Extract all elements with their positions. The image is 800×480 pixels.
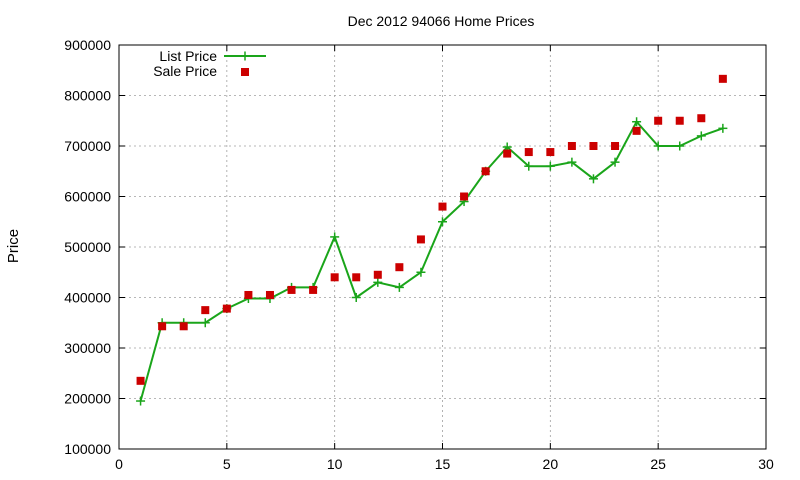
list-price-point [588,174,598,184]
sale-price-point [524,148,533,157]
list-price-point [653,141,663,151]
sale-price-point [265,290,274,299]
x-tick-label: 20 [543,456,559,472]
sale-price-point [201,306,210,315]
legend-sale-price-marker [241,68,249,76]
sale-price-point [654,116,663,125]
list-price-point [718,123,728,133]
sale-price-point [136,376,145,385]
sale-price-point [503,149,512,158]
x-tick-label: 10 [327,456,343,472]
y-tick-label: 200000 [64,391,111,407]
legend-list-price-marker [240,51,250,61]
sale-price-point [481,167,490,176]
sale-price-point [309,285,318,294]
y-tick-label: 700000 [64,138,111,154]
sale-price-point [373,270,382,279]
sale-price-point [697,114,706,123]
sale-price-point [222,304,231,313]
x-tick-label: 30 [758,456,774,472]
sale-price-point [675,116,684,125]
chart-title: Dec 2012 94066 Home Prices [348,13,535,29]
sale-price-point [179,322,188,331]
sale-price-point [438,202,447,211]
x-tick-label: 0 [115,456,123,472]
list-price-point [675,141,685,151]
list-price-point [373,277,383,287]
list-price-point [416,267,426,277]
list-price-line [139,120,724,402]
y-tick-label: 900000 [64,37,111,53]
y-tick-label: 500000 [64,239,111,255]
plot-frame [118,44,767,450]
x-tick-label: 15 [435,456,451,472]
list-price-point [351,293,361,302]
y-tick-label: 400000 [64,290,111,306]
list-price-point [200,318,210,328]
list-price-point [394,282,404,292]
sale-price-point [567,142,576,150]
list-price-point [545,161,555,171]
sale-price-point [352,273,361,282]
sale-price-point [416,235,425,244]
y-tick-label: 600000 [64,189,111,205]
legend-label-list-price: List Price [159,48,217,64]
legend: List Price Sale Price [153,48,266,79]
sale-price-point [632,126,641,135]
legend-label-sale-price: Sale Price [153,63,217,79]
y-tick-label: 300000 [64,340,111,356]
list-price-point [567,157,577,167]
sale-price-point [330,273,339,282]
sale-price-point [158,322,167,331]
sale-price-point [395,263,404,272]
list-price-point [696,131,706,141]
list-price-point [438,217,447,227]
sale-price-point [287,285,296,294]
legend-symbol-sale-price [241,68,249,76]
sale-price-point [244,290,253,299]
sale-price-point [546,148,555,157]
list-price-point [136,396,146,406]
list-price-point [330,232,340,242]
list-price-point [610,157,620,167]
legend-symbol-list-price [224,51,266,61]
list-price-point [632,117,642,127]
list-price-point [524,161,534,171]
sale-price-point [589,142,598,150]
x-tick-label: 25 [650,456,666,472]
grid [119,45,766,449]
y-tick-label: 800000 [64,88,111,104]
sale-price-point [611,142,620,150]
x-tick-label: 5 [223,456,231,472]
plot-series [136,74,728,406]
y-axis-label: Price [5,229,22,263]
axis-ticks: 100000 200000 300000 400000 500000 600000 7000… [64,37,774,472]
y-tick-label: 100000 [64,441,111,457]
sale-price-point [718,74,727,83]
sale-price-point [460,192,469,201]
